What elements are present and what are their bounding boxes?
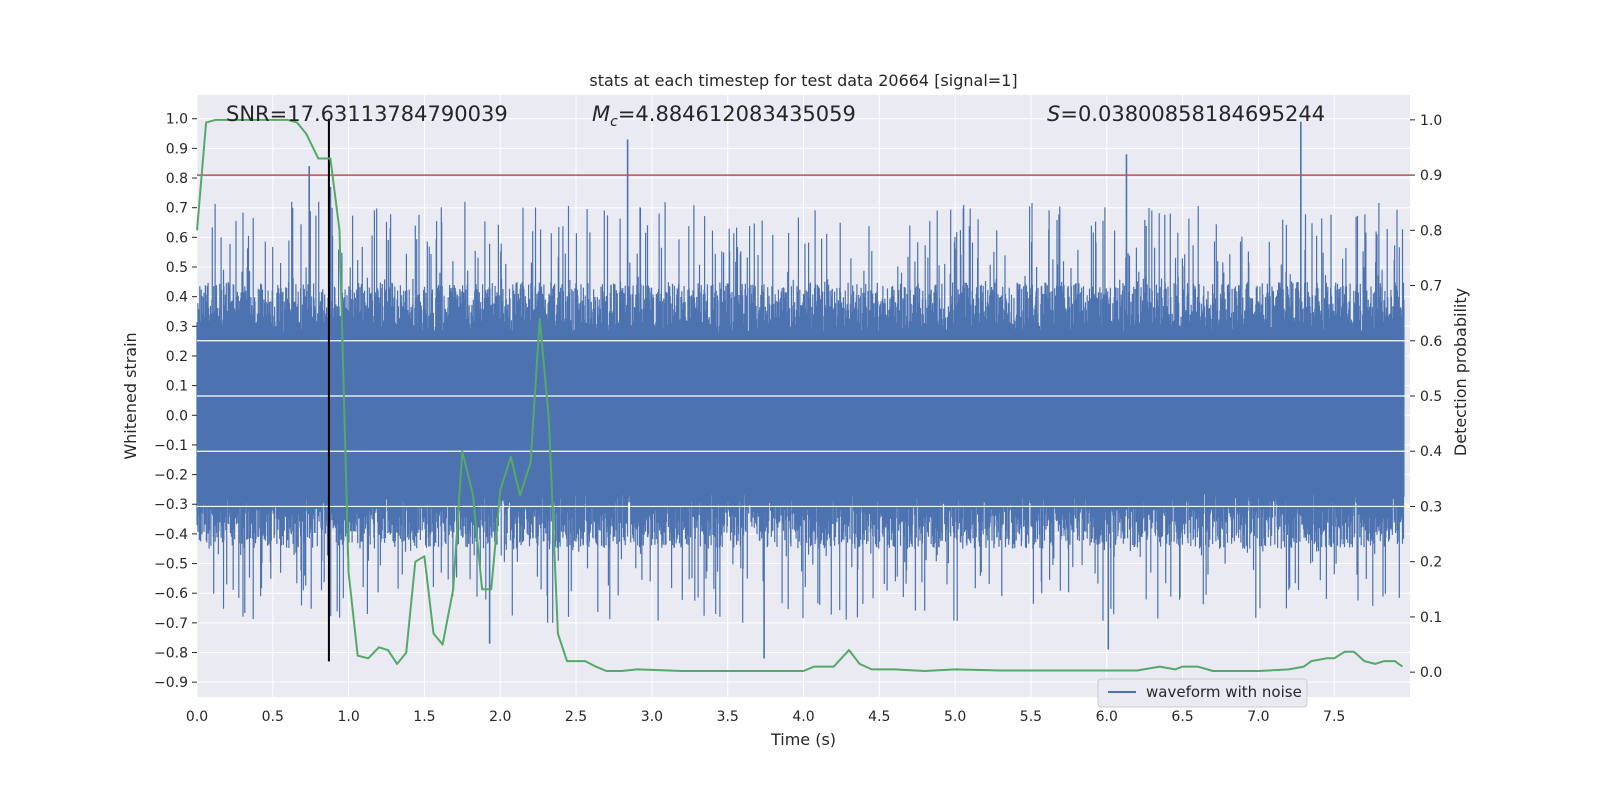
x-tick-label: 2.0 [489,709,511,725]
waveform-series [196,121,1405,659]
x-tick-label: 5.5 [1020,709,1042,725]
left-y-axis-label: Whitened strain [121,332,140,459]
x-tick-label: 7.0 [1247,709,1269,725]
x-tick-label: 1.0 [337,709,359,725]
left-y-tick-label: −0.3 [154,497,188,513]
left-y-tick-label: −0.9 [154,675,188,691]
right-y-tick-label: 0.9 [1420,168,1442,184]
left-y-tick-label: 0.3 [166,319,188,335]
mc-symbol: M [592,102,610,126]
s-symbol: S [1047,102,1060,126]
s-annotation: S=0.03800858184695244 [1047,102,1325,126]
legend: waveform with noise [1097,678,1308,708]
x-tick-label: 3.0 [641,709,663,725]
x-tick-label: 3.5 [717,709,739,725]
waveform-noise-line [196,201,1405,623]
mc-subscript: c [610,114,618,130]
x-tick-label: 1.5 [413,709,435,725]
x-tick-label: 6.0 [1096,709,1118,725]
left-y-tick-label: −0.1 [154,438,188,454]
left-y-tick-label: −0.7 [154,616,188,632]
left-y-tick-label: −0.5 [154,557,188,573]
x-tick-label: 7.5 [1323,709,1345,725]
left-y-tick-label: 0.8 [166,171,188,187]
chart-title: stats at each timestep for test data 206… [589,71,1017,90]
right-y-tick-label: 1.0 [1420,113,1442,129]
right-y-tick-label: 0.3 [1420,499,1442,515]
right-y-tick-label: 0.6 [1420,334,1442,350]
right-y-tick-label: 0.4 [1420,444,1442,460]
right-y-tick-label: 0.7 [1420,279,1442,295]
overlay-lines [196,118,1410,672]
right-y-tick-label: 0.0 [1420,665,1442,681]
x-tick-label: 4.5 [868,709,890,725]
left-y-tick-label: 0.0 [166,408,188,424]
detection-probability-line [196,118,1403,672]
x-tick-label: 4.0 [792,709,814,725]
chirp-mass-annotation: Mc=4.884612083435059 [592,102,856,130]
left-y-tick-label: 0.5 [166,260,188,276]
left-y-tick-label: −0.4 [154,527,188,543]
right-y-tick-label: 0.2 [1420,555,1442,571]
left-y-axis-ticks: 1.0 0.9 0.8 0.7 0.6 0.5 0.4 0.3 0.2 0.1 0.0 −0.1 −0.… [154,112,197,691]
left-y-tick-label: 0.2 [166,349,188,365]
x-axis-label: Time (s) [770,730,836,749]
right-y-tick-label: 0.8 [1420,223,1442,239]
left-y-tick-label: −0.8 [154,646,188,662]
x-tick-label: 6.5 [1171,709,1193,725]
left-y-tick-label: 0.4 [166,290,188,306]
right-axis-grid [197,340,1410,508]
left-y-tick-label: 0.1 [166,379,188,395]
left-y-tick-label: 1.0 [166,112,188,128]
right-y-axis-label: Detection probability [1451,288,1470,456]
x-tick-label: 0.5 [262,709,284,725]
right-y-tick-label: 0.1 [1420,610,1442,626]
s-value: =0.03800858184695244 [1060,102,1325,126]
mc-value: =4.884612083435059 [618,102,856,126]
right-y-tick-label: 0.5 [1420,389,1442,405]
left-y-tick-label: 0.9 [166,141,188,157]
x-tick-label: 0.0 [186,709,208,725]
right-y-axis-ticks: 1.0 0.9 0.8 0.7 0.6 0.5 0.4 0.3 0.2 0.1 0.0 [1410,113,1442,681]
x-tick-label: 5.0 [944,709,966,725]
left-y-tick-label: −0.6 [154,586,188,602]
legend-box [1097,678,1308,708]
left-y-tick-label: −0.2 [154,468,188,484]
x-axis-ticks: 0.0 0.5 1.0 1.5 2.0 2.5 3.0 3.5 4.0 4.5 5.0 5.5 6.0 6… [186,709,1345,725]
left-y-tick-label: 0.6 [166,230,188,246]
x-tick-label: 2.5 [565,709,587,725]
left-y-tick-label: 0.7 [166,201,188,217]
snr-annotation: SNR=17.63113784790039 [226,102,508,126]
legend-entry: waveform with noise [1146,683,1302,701]
